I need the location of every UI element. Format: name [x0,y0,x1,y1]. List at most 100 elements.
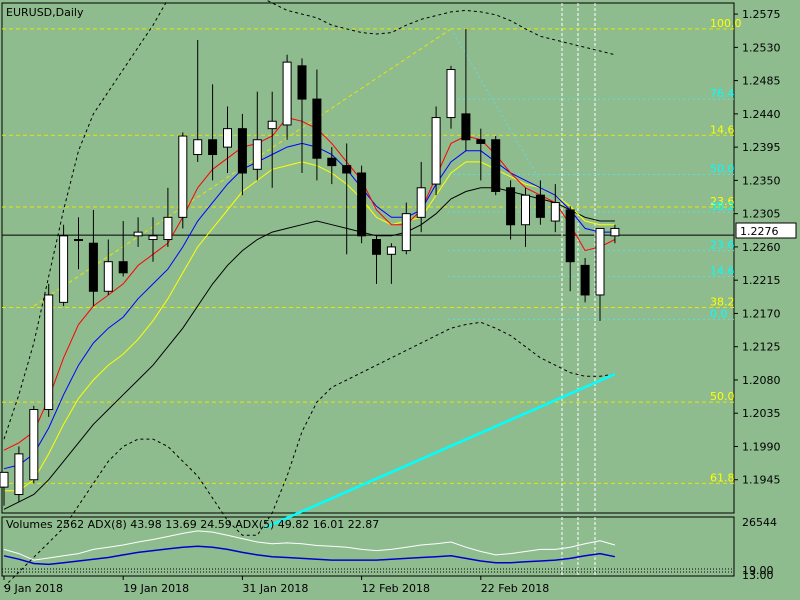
candle-bull [14,453,24,496]
price-tick-label: 1.1945 [742,474,781,487]
price-tick-label: 1.2530 [742,41,781,54]
price-tick-label: 1.2260 [742,241,781,254]
candle-bear [580,264,590,296]
time-tick-label: 12 Feb 2018 [362,582,430,595]
candle-bear [565,209,575,263]
price-tick-label: 1.2035 [742,407,781,420]
price-tick-label: 1.2080 [742,374,781,387]
indicator-frame [1,516,735,577]
candle-bull [29,409,39,481]
candle-bear [506,187,516,226]
fib-label-cyan: 50.0 [710,162,735,175]
adx-white-line [3,530,616,561]
candle-bull [0,471,9,488]
candle-bull [74,239,83,242]
candle-bear [312,98,322,159]
candlesticks [0,28,620,506]
fib-label-yellow: 38.2 [710,296,735,309]
bollinger-bands [3,0,616,588]
fib-label-cyan: 23.6 [710,239,735,252]
fib-label-yellow: 100.0 [710,17,742,30]
fib-base-line-cyan [450,28,556,207]
candle-bull [386,246,396,255]
price-tick-label: 1.1990 [742,440,781,453]
candle-bear [535,194,545,218]
candle-bear [237,128,247,174]
fib-label-cyan: 38.2 [710,200,735,213]
candle-bear [476,139,486,144]
candle-bull [148,235,158,241]
candle-bull [431,117,441,185]
price-tick-label: 1.2125 [742,341,781,354]
fib-label-yellow: 14.6 [710,123,735,136]
candle-bull [133,231,143,237]
price-tick-label: 1.2485 [742,75,781,88]
price-tick-label: 1.2350 [742,174,781,187]
candle-bull [103,261,113,292]
time-tick-label: 22 Feb 2018 [481,582,549,595]
price-tick-label: 1.2395 [742,141,781,154]
candle-bear [327,157,337,167]
main-grid [1,2,735,577]
candle-bull [282,61,292,126]
fib-label-cyan: 76.4 [710,87,735,100]
candle-bear [297,65,307,100]
fib-label-yellow: 50.0 [710,390,735,403]
price-tick-label: 1.2215 [742,274,781,287]
candle-bear [491,139,501,192]
trendline [264,372,616,529]
candle-bull [446,69,456,119]
candle-bull [416,187,426,218]
current-price-tag [735,222,797,239]
time-tick-label: 19 Jan 2018 [123,582,189,595]
candle-bull [44,294,54,411]
adx-blue-line [3,545,616,566]
ma-yellow [4,161,615,492]
candle-bear [208,139,218,156]
price-tick-label: 1.2575 [742,8,781,21]
candle-bull [193,139,203,156]
candle-bear [461,113,471,141]
fib-label-yellow: 23.6 [710,195,735,208]
candle-bear [372,239,381,255]
candle-bull [163,216,173,241]
price-tick-label: 1.2305 [742,208,781,221]
candle-bull [401,213,411,252]
time-axis: 9 Jan 2018 19 Jan 2018 31 Jan 2018 12 Feb 2… [3,576,549,595]
candle-bear [342,165,352,174]
price-axis: 1.2575 1.2530 1.2485 1.2440 1.2395 1.2350 1.23… [734,8,781,487]
candle-bull [223,128,232,148]
ma-red [3,117,616,451]
candle-bear [118,261,128,274]
candle-bull [252,139,262,170]
time-tick-label: 31 Jan 2018 [242,582,308,595]
candle-bull [550,202,560,222]
candle-bull [521,194,530,226]
fib-label-cyan: 0.0 [710,307,728,320]
indicator-tick-label: 19.00 [742,564,774,577]
fib-label-cyan: 14.6 [710,264,735,277]
price-tick-label: 1.2170 [742,307,781,320]
indicator-header: Volumes 2562 ADX(8) 43.98 13.69 24.59 AD… [6,518,379,531]
main-frame [1,2,735,514]
indicator-tick-label: 26544 [742,516,777,529]
candle-bull [178,135,188,218]
candle-bull [595,227,605,296]
candle-bull [59,235,69,303]
candle-bear [88,242,98,292]
candle-bull [610,227,620,237]
chart-title: EURUSD,Daily [6,6,84,19]
bollinger-lower [3,321,615,588]
time-tick-label: 9 Jan 2018 [4,582,63,595]
trend-lines [264,372,616,529]
indicator-tick-label: 13.00 [742,569,774,582]
fib-label-yellow: 61.8 [710,471,735,484]
price-tick-label: 1.2440 [742,108,781,121]
bollinger-upper [3,0,616,440]
current-price-label: 1.2276 [740,225,779,238]
candle-bull [267,120,277,130]
candle-bear [357,172,367,237]
